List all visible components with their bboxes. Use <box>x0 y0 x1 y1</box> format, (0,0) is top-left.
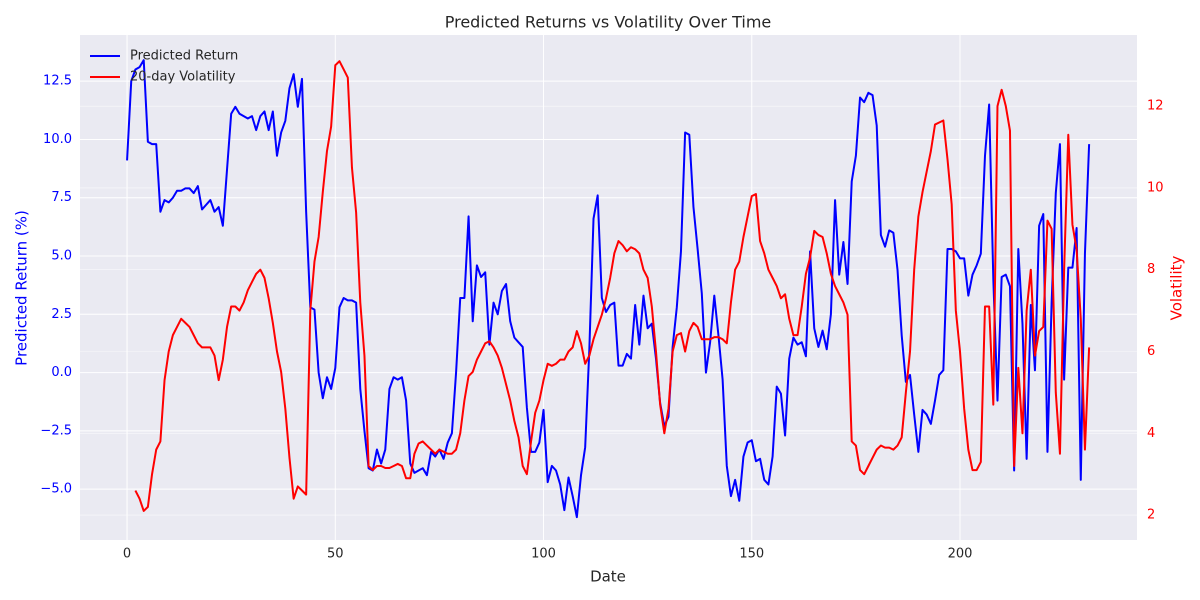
series-line <box>126 59 1091 519</box>
x-tick-label: 100 <box>531 547 556 562</box>
y-axis-label: Predicted Return (%) <box>13 210 31 366</box>
y-tick-label: −2.5 <box>40 423 72 438</box>
x-tick-label: 150 <box>739 547 764 562</box>
y-tick-label: 10.0 <box>43 132 72 147</box>
legend-label: 20-day Volatility <box>130 70 236 85</box>
y-tick-label: 2.5 <box>51 307 72 322</box>
y-tick-label: 0.0 <box>51 365 72 380</box>
x-axis-label: Date <box>590 568 626 586</box>
y2-tick-label: 10 <box>1147 180 1164 195</box>
x-tick-label: 0 <box>123 547 131 562</box>
series-line <box>134 60 1091 512</box>
x-tick-label: 50 <box>327 547 344 562</box>
y-tick-label: 7.5 <box>51 190 72 205</box>
x-tick-label: 200 <box>948 547 973 562</box>
y-tick-label: −5.0 <box>40 482 72 497</box>
legend-label: Predicted Return <box>130 49 238 64</box>
y2-tick-label: 6 <box>1147 344 1155 359</box>
y2-tick-label: 12 <box>1147 99 1164 114</box>
y2-axis-label: Volatility <box>1168 255 1186 320</box>
y-tick-label: 12.5 <box>43 74 72 89</box>
chart-title: Predicted Returns vs Volatility Over Tim… <box>445 13 772 32</box>
y2-tick-label: 2 <box>1147 508 1155 523</box>
y2-tick-label: 4 <box>1147 426 1155 441</box>
y-tick-label: 5.0 <box>51 249 72 264</box>
y2-tick-label: 8 <box>1147 262 1155 277</box>
